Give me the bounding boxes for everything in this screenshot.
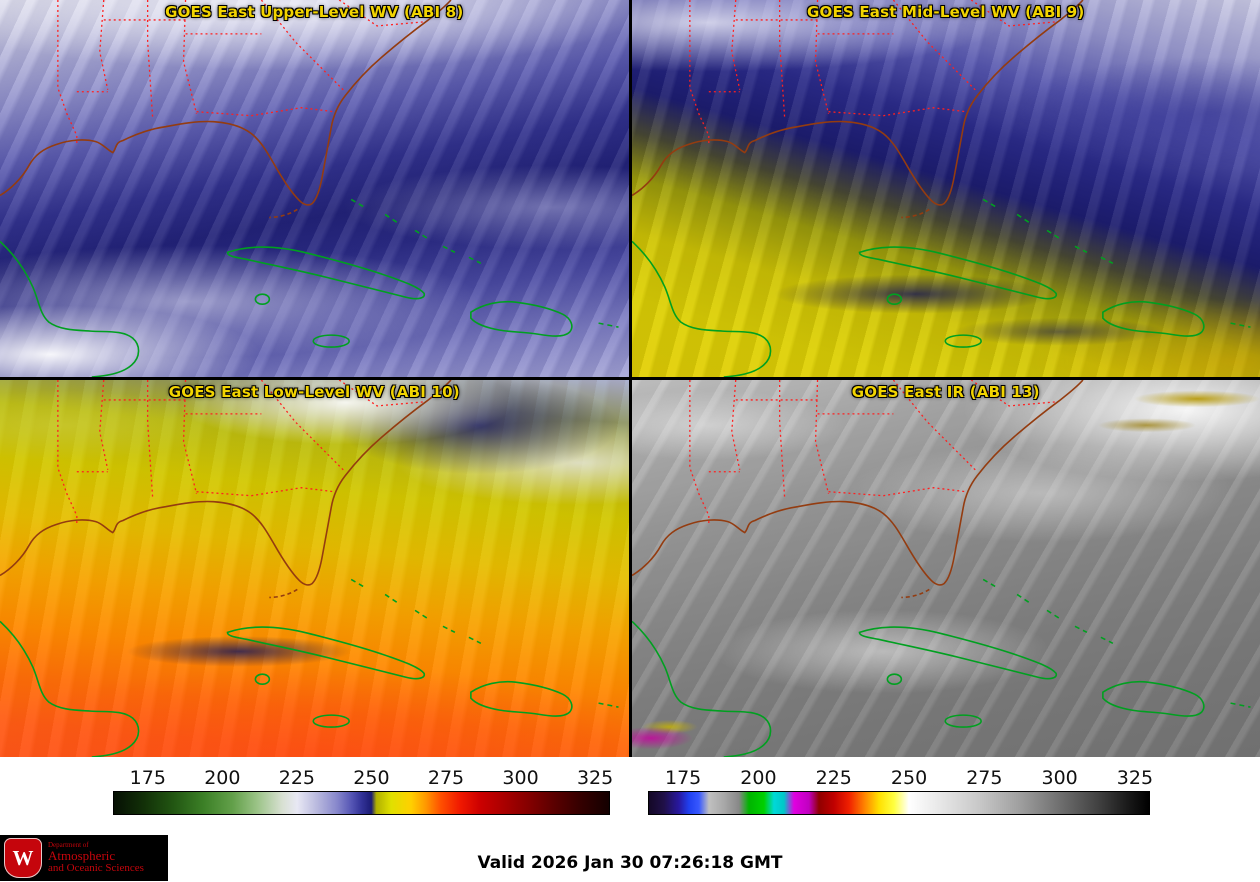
logo-line1: Atmospheric bbox=[48, 848, 116, 864]
colorbar-tick: 275 bbox=[427, 767, 465, 789]
colorbar-tick: 225 bbox=[815, 767, 852, 789]
colorbar-tick: 325 bbox=[1116, 767, 1154, 789]
wv-colorbar-gradient bbox=[113, 791, 610, 815]
colorbar-tick: 300 bbox=[502, 767, 539, 789]
panel-title: GOES East Low-Level WV (ABI 10) bbox=[168, 383, 460, 401]
satellite-imagery-abi10 bbox=[0, 380, 629, 757]
panel-title: GOES East Mid-Level WV (ABI 9) bbox=[807, 3, 1085, 21]
wv-colorbar: 175 200 225 250 275 300 325 bbox=[113, 761, 614, 825]
colorbar-tick: 250 bbox=[890, 767, 928, 789]
panel-mid-level-wv: GOES East Mid-Level WV (ABI 9) bbox=[631, 0, 1260, 377]
uw-aos-logo: W Department of Atmospheric and Oceanic … bbox=[0, 835, 168, 881]
ir-colorbar: 175 200 225 250 275 300 325 bbox=[648, 761, 1154, 825]
map-overlay bbox=[631, 380, 1251, 757]
colorbar-tick: 200 bbox=[740, 767, 777, 789]
satellite-imagery-abi8 bbox=[0, 0, 629, 377]
colorbar-row: 175 200 225 250 275 300 325 175 200 225 … bbox=[0, 757, 1260, 832]
panel-ir: GOES East IR (ABI 13) bbox=[631, 380, 1260, 757]
uw-crest-icon: W bbox=[4, 838, 42, 878]
wv-colorbar-ticks: 175 200 225 250 275 300 325 bbox=[113, 761, 614, 791]
ir-colorbar-gradient bbox=[648, 791, 1150, 815]
map-overlay bbox=[0, 380, 620, 757]
colorbar-tick: 325 bbox=[576, 767, 614, 789]
panel-title: GOES East Upper-Level WV (ABI 8) bbox=[165, 3, 464, 21]
uw-aos-logo-text: Department of Atmospheric and Oceanic Sc… bbox=[48, 840, 144, 875]
panel-low-level-wv: GOES East Low-Level WV (ABI 10) bbox=[0, 380, 629, 757]
colorbar-tick: 200 bbox=[204, 767, 241, 789]
logo-dept-line: Department of bbox=[48, 840, 89, 849]
valid-timestamp: Valid 2026 Jan 30 07:26:18 GMT bbox=[477, 853, 783, 873]
satellite-imagery-abi9 bbox=[631, 0, 1260, 377]
colorbar-tick: 300 bbox=[1041, 767, 1078, 789]
colorbar-tick: 175 bbox=[129, 767, 166, 789]
panel-title: GOES East IR (ABI 13) bbox=[851, 383, 1040, 401]
ir-colorbar-ticks: 175 200 225 250 275 300 325 bbox=[648, 761, 1154, 791]
colorbar-tick: 275 bbox=[966, 767, 1003, 789]
map-overlay bbox=[631, 0, 1251, 377]
colorbar-tick: 225 bbox=[278, 767, 316, 789]
satellite-panel-grid: GOES East Upper-Level WV (ABI 8) GOES Ea… bbox=[0, 0, 1260, 757]
panel-upper-level-wv: GOES East Upper-Level WV (ABI 8) bbox=[0, 0, 629, 377]
logo-line2: and Oceanic Sciences bbox=[48, 861, 144, 874]
colorbar-tick: 250 bbox=[353, 767, 390, 789]
satellite-imagery-abi13 bbox=[631, 380, 1260, 757]
footer: W Department of Atmospheric and Oceanic … bbox=[0, 832, 1260, 882]
colorbar-tick: 175 bbox=[664, 767, 702, 789]
map-overlay bbox=[0, 0, 620, 377]
